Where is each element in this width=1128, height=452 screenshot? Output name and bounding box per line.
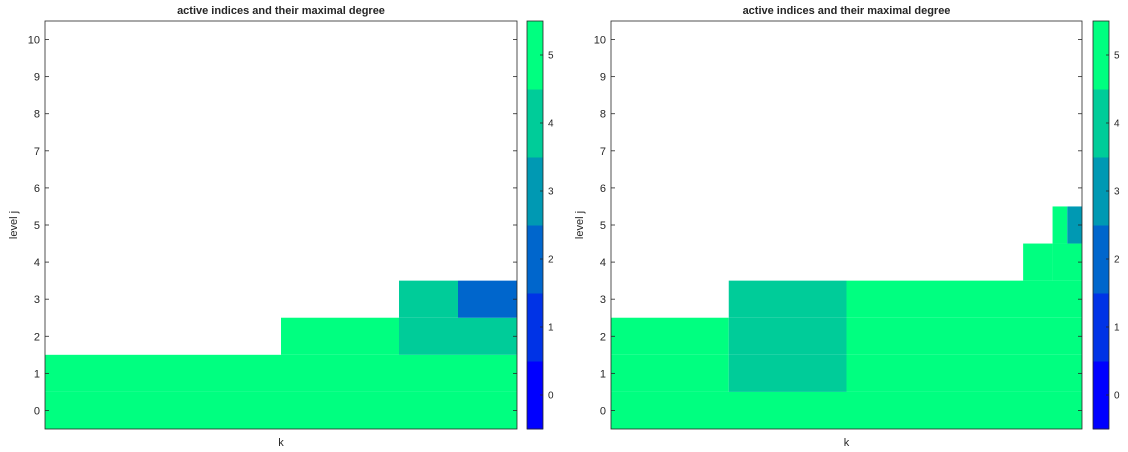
heat-cell <box>399 280 458 318</box>
heat-cell <box>1052 243 1082 281</box>
colorbar-segment <box>527 293 543 362</box>
y-tick-label: 5 <box>34 220 40 232</box>
heat-cell <box>728 354 847 392</box>
y-tick-label: 3 <box>600 294 606 306</box>
heat-cell <box>1052 206 1068 244</box>
colorbar-tick-label: 5 <box>1114 51 1120 62</box>
y-tick-label: 10 <box>28 35 40 47</box>
heat-cell <box>1023 243 1053 281</box>
y-tick-label: 1 <box>34 368 40 380</box>
y-tick-label: 10 <box>594 35 606 47</box>
colorbar-segment <box>527 225 543 294</box>
colorbar-segment <box>527 21 543 90</box>
y-tick-label: 7 <box>600 146 606 158</box>
y-tick-label: 7 <box>34 146 40 158</box>
chart-title: active indices and their maximal degree <box>743 5 951 17</box>
y-tick-label: 8 <box>34 109 40 121</box>
heat-cell <box>281 354 399 392</box>
colorbar-segment <box>1093 21 1109 90</box>
heat-cell <box>1067 206 1082 244</box>
heat-cell <box>846 317 1082 355</box>
y-axis-label: level j <box>8 211 20 239</box>
colorbar-tick-label: 3 <box>548 187 554 198</box>
colorbar-segment <box>1093 89 1109 158</box>
y-tick-label: 0 <box>600 405 606 417</box>
heat-cell <box>728 317 847 355</box>
colorbar-segment <box>1093 293 1109 362</box>
colorbar-tick-label: 0 <box>1114 391 1120 402</box>
y-tick-label: 4 <box>600 257 606 269</box>
colorbar-tick-label: 3 <box>1114 187 1120 198</box>
colorbar-tick-label: 2 <box>548 255 554 266</box>
chart-title: active indices and their maximal degree <box>177 5 385 17</box>
heat-cell <box>611 317 729 355</box>
colorbar-segment <box>527 89 543 158</box>
colorbar-tick-label: 4 <box>548 119 554 130</box>
y-tick-label: 1 <box>600 368 606 380</box>
colorbar-tick-label: 1 <box>548 323 554 334</box>
heat-cell <box>611 391 1082 429</box>
heat-cell <box>45 391 517 429</box>
heat-cell <box>458 280 517 318</box>
heat-cell <box>728 280 847 318</box>
heat-cell <box>281 317 399 355</box>
y-tick-label: 8 <box>600 109 606 121</box>
y-tick-label: 3 <box>34 294 40 306</box>
colorbar-tick-label: 1 <box>1114 323 1120 334</box>
y-axis-label: level j <box>574 211 586 239</box>
y-tick-label: 6 <box>34 183 40 195</box>
colorbar-segment <box>527 157 543 226</box>
y-tick-label: 6 <box>600 183 606 195</box>
heat-cell <box>399 317 517 355</box>
colorbar: 0 1 2 3 4 5 <box>526 20 554 430</box>
colorbar-tick-label: 4 <box>1114 119 1120 130</box>
heat-cell <box>45 354 281 392</box>
colorbar-box <box>526 20 544 430</box>
colorbar-tick-label: 5 <box>548 51 554 62</box>
y-tick-label: 9 <box>34 72 40 84</box>
colorbar-segment <box>527 361 543 430</box>
y-tick-label: 5 <box>600 220 606 232</box>
heat-cell <box>399 354 517 392</box>
colorbar: 0 1 2 3 4 5 <box>1092 20 1120 430</box>
heat-cell <box>846 354 1082 392</box>
y-tick-label: 4 <box>34 257 40 269</box>
y-tick-label: 2 <box>34 331 40 343</box>
colorbar-tick-label: 0 <box>548 391 554 402</box>
x-axis-label: k <box>844 437 850 449</box>
colorbar-segment <box>1093 157 1109 226</box>
x-axis-label: k <box>278 437 284 449</box>
colorbar-tick-label: 2 <box>1114 255 1120 266</box>
colorbar-box <box>1092 20 1110 430</box>
y-tick-label: 0 <box>34 405 40 417</box>
heat-cell <box>611 354 729 392</box>
heat-cell <box>846 280 1082 318</box>
colorbar-segment <box>1093 225 1109 294</box>
y-tick-label: 2 <box>600 331 606 343</box>
colorbar-segment <box>1093 361 1109 430</box>
y-tick-label: 9 <box>600 72 606 84</box>
